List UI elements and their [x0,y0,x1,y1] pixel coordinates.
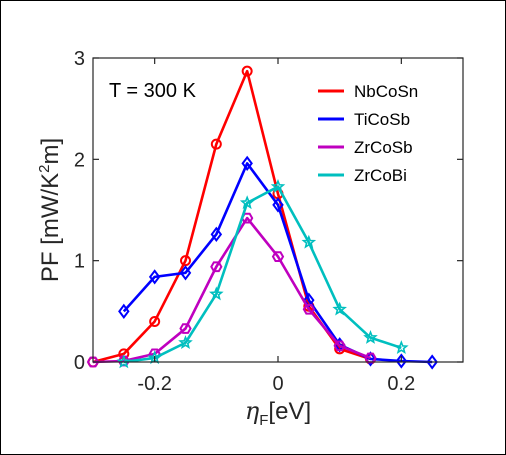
legend-label-nbcosn: NbCoSn [354,82,418,101]
x-tick-label: 0.2 [387,373,415,395]
x-tick-label: -0.2 [137,373,171,395]
series-zrcosb [88,214,376,367]
y-axis-label-superscript: 2 [36,165,53,173]
x-axis-label-subscript: F [259,412,268,429]
x-axis-label: ηF[eV] [245,397,311,429]
series-zrcobi [119,181,407,366]
series-nbcosn [89,67,376,367]
temperature-annotation: T = 300 K [109,80,197,102]
x-axis-label-symbol: η [245,397,260,425]
y-tick-label: 1 [74,251,85,273]
legend-label-zrcosb: ZrCoSb [354,138,413,157]
series-line-nbcosn [93,71,371,362]
y-axis-label-prefix: PF [mW/K [37,173,64,282]
y-axis-label: PF [mW/K2m] [36,138,64,282]
legend-label-zrcobi: ZrCoBi [354,166,407,185]
y-tick-label: 3 [74,48,85,70]
x-axis-label-unit: [eV] [268,398,311,425]
legend-label-ticosb: TiCoSb [354,110,410,129]
legend: NbCoSn TiCoSb ZrCoSb ZrCoBi [318,82,418,185]
y-tick-label: 2 [74,149,85,171]
y-axis-label-suffix: m] [37,138,64,165]
x-tick-label: 0 [272,373,283,395]
y-tick-label: 0 [74,352,85,374]
series-line-zrcosb [93,218,371,362]
